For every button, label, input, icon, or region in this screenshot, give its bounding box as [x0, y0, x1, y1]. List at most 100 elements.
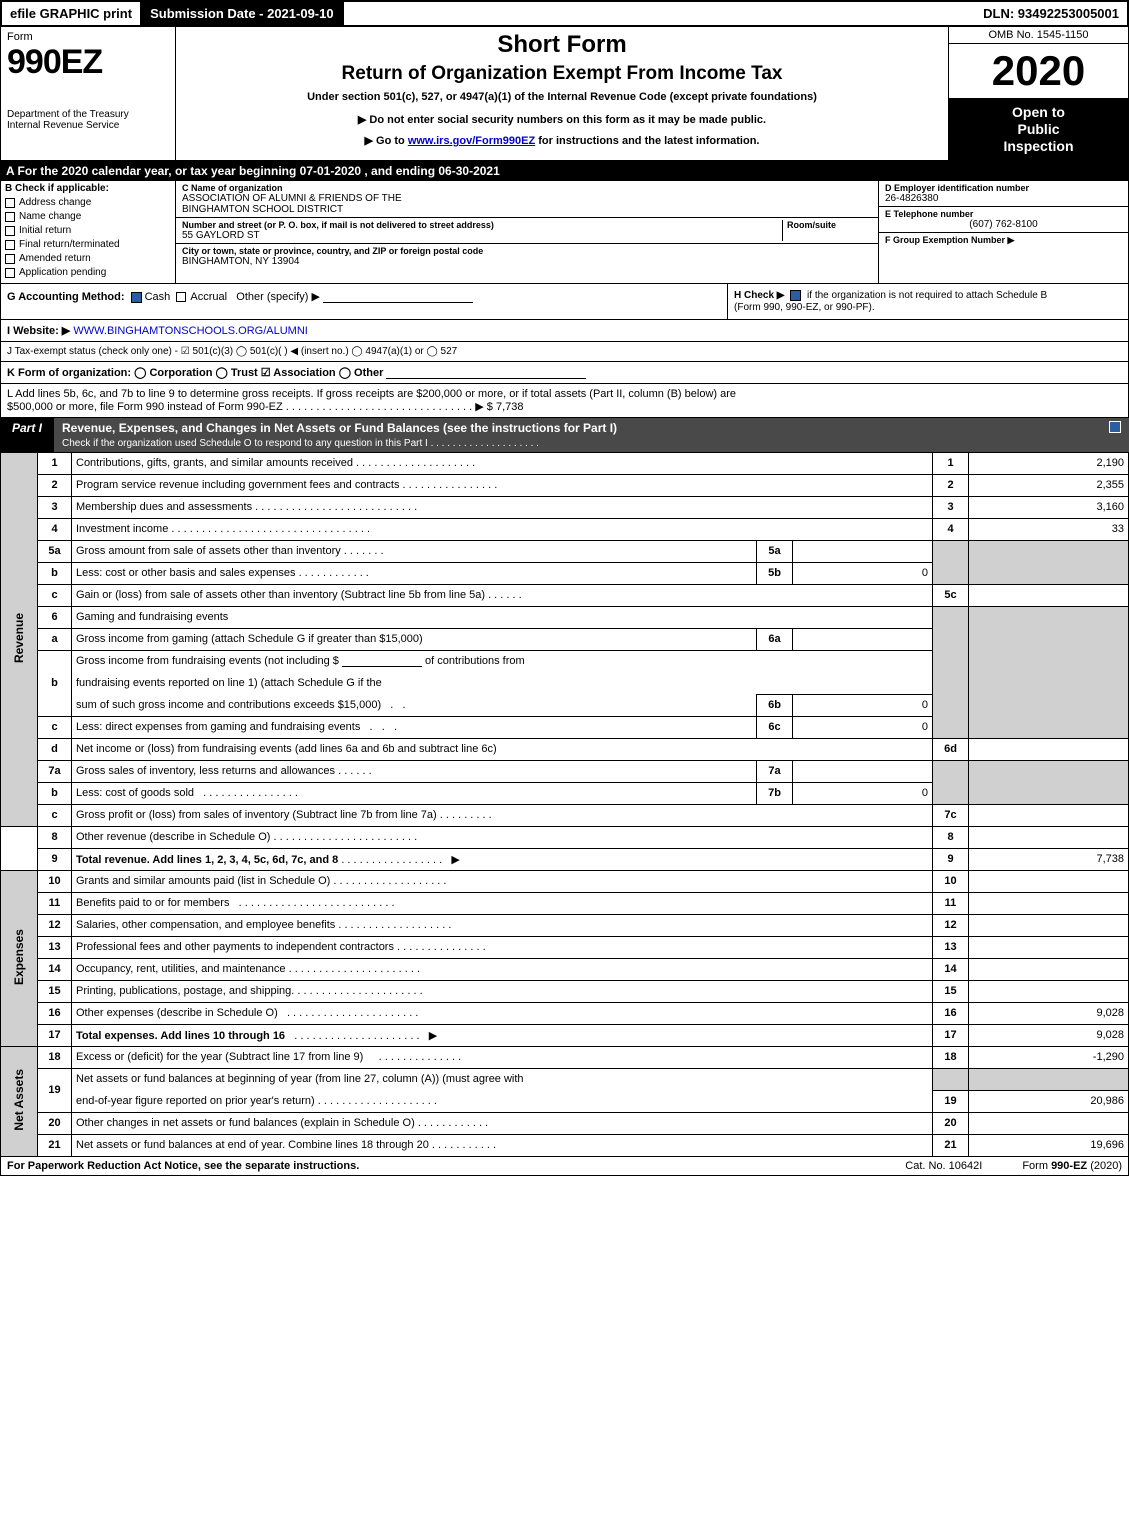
- tax-year: 2020: [949, 44, 1128, 98]
- table-row: 19 Net assets or fund balances at beginn…: [1, 1068, 1129, 1090]
- part-i-checkbox: [1101, 418, 1129, 452]
- net-assets-label: Net Assets: [1, 1046, 38, 1156]
- table-row: 5a Gross amount from sale of assets othe…: [1, 540, 1129, 562]
- checkbox-icon[interactable]: [5, 212, 15, 222]
- irs-link[interactable]: www.irs.gov/Form990EZ: [408, 135, 535, 147]
- checkbox-icon[interactable]: [5, 240, 15, 250]
- table-row: 15 Printing, publications, postage, and …: [1, 980, 1129, 1002]
- section-a-bar: A For the 2020 calendar year, or tax yea…: [0, 161, 1129, 181]
- page-footer: For Paperwork Reduction Act Notice, see …: [0, 1157, 1129, 1176]
- chk-initial-return: Initial return: [5, 225, 171, 236]
- dept-treasury: Department of the Treasury: [7, 109, 169, 120]
- form-ref: Form 990-EZ (2020): [1022, 1160, 1122, 1172]
- table-row: c Gain or (loss) from sale of assets oth…: [1, 584, 1129, 606]
- table-row: d Net income or (loss) from fundraising …: [1, 738, 1129, 760]
- table-row: c Gross profit or (loss) from sales of i…: [1, 804, 1129, 826]
- section-f: F Group Exemption Number ▶: [879, 233, 1128, 248]
- org-street-block: Number and street (or P. O. box, if mail…: [176, 218, 878, 244]
- chk-name-change: Name change: [5, 211, 171, 222]
- checkbox-icon[interactable]: [5, 268, 15, 278]
- table-row: 11 Benefits paid to or for members . . .…: [1, 892, 1129, 914]
- table-row: end-of-year figure reported on prior yea…: [1, 1090, 1129, 1112]
- cat-no: Cat. No. 10642I: [905, 1160, 982, 1172]
- checkbox-filled-icon[interactable]: [790, 290, 801, 301]
- no-ssn-warning: ▶ Do not enter social security numbers o…: [184, 113, 940, 126]
- table-row: 9 Total revenue. Add lines 1, 2, 3, 4, 5…: [1, 848, 1129, 870]
- section-b-title: B Check if applicable:: [5, 183, 171, 194]
- section-l: L Add lines 5b, 6c, and 7b to line 9 to …: [0, 384, 1129, 418]
- org-city-block: City or town, state or province, country…: [176, 244, 878, 269]
- header-left: Form 990EZ Department of the Treasury In…: [1, 27, 176, 160]
- telephone: (607) 762-8100: [885, 219, 1122, 230]
- section-def: D Employer identification number 26-4826…: [878, 181, 1128, 283]
- efile-label: efile GRAPHIC print: [2, 2, 140, 25]
- table-row: 14 Occupancy, rent, utilities, and maint…: [1, 958, 1129, 980]
- form-header: Form 990EZ Department of the Treasury In…: [0, 27, 1129, 161]
- section-e: E Telephone number (607) 762-8100: [879, 207, 1128, 233]
- table-row: 7a Gross sales of inventory, less return…: [1, 760, 1129, 782]
- website-link[interactable]: WWW.BINGHAMTONSCHOOLS.ORG/ALUMNI: [73, 325, 307, 337]
- section-g: G Accounting Method: Cash Accrual Other …: [1, 284, 728, 318]
- part-i-bar: Part I Revenue, Expenses, and Changes in…: [0, 418, 1129, 452]
- table-row: 16 Other expenses (describe in Schedule …: [1, 1002, 1129, 1024]
- top-bar: efile GRAPHIC print Submission Date - 20…: [0, 0, 1129, 27]
- submission-date: Submission Date - 2021-09-10: [140, 2, 344, 25]
- row-g-h: G Accounting Method: Cash Accrual Other …: [0, 284, 1129, 319]
- org-name-block: C Name of organization ASSOCIATION OF AL…: [176, 181, 878, 218]
- section-d: D Employer identification number 26-4826…: [879, 181, 1128, 207]
- section-c: C Name of organization ASSOCIATION OF AL…: [176, 181, 878, 283]
- form-word: Form: [7, 31, 169, 43]
- under-section: Under section 501(c), 527, or 4947(a)(1)…: [184, 91, 940, 103]
- table-row: 4 Investment income . . . . . . . . . . …: [1, 518, 1129, 540]
- checkbox-icon[interactable]: [5, 226, 15, 236]
- checkbox-icon[interactable]: [5, 254, 15, 264]
- goto-line: ▶ Go to www.irs.gov/Form990EZ for instru…: [184, 134, 940, 147]
- table-row: Net Assets 18 Excess or (deficit) for th…: [1, 1046, 1129, 1068]
- expenses-label: Expenses: [1, 870, 38, 1046]
- org-name-1: ASSOCIATION OF ALUMNI & FRIENDS OF THE: [182, 193, 872, 204]
- form-number: 990EZ: [7, 45, 169, 79]
- checkbox-filled-icon[interactable]: [131, 292, 142, 303]
- table-row: 20 Other changes in net assets or fund b…: [1, 1112, 1129, 1134]
- omb-number: OMB No. 1545-1150: [949, 27, 1128, 44]
- table-row: Revenue 1 Contributions, gifts, grants, …: [1, 452, 1129, 474]
- table-row: Expenses 10 Grants and similar amounts p…: [1, 870, 1129, 892]
- chk-application-pending: Application pending: [5, 267, 171, 278]
- org-name-2: BINGHAMTON SCHOOL DISTRICT: [182, 204, 872, 215]
- open-to-public: Open to Public Inspection: [949, 98, 1128, 160]
- chk-address-change: Address change: [5, 197, 171, 208]
- dept-irs: Internal Revenue Service: [7, 120, 169, 131]
- section-b: B Check if applicable: Address change Na…: [1, 181, 176, 283]
- chk-amended-return: Amended return: [5, 253, 171, 264]
- table-row: 2 Program service revenue including gove…: [1, 474, 1129, 496]
- chk-final-return: Final return/terminated: [5, 239, 171, 250]
- table-row: 12 Salaries, other compensation, and emp…: [1, 914, 1129, 936]
- other-specify-line: [323, 291, 473, 303]
- table-row: 13 Professional fees and other payments …: [1, 936, 1129, 958]
- section-j: J Tax-exempt status (check only one) - ☑…: [0, 342, 1129, 362]
- section-b-grid: B Check if applicable: Address change Na…: [0, 181, 1129, 284]
- part-i-title: Revenue, Expenses, and Changes in Net As…: [54, 418, 1101, 452]
- table-row: 21 Net assets or fund balances at end of…: [1, 1134, 1129, 1156]
- short-form-title: Short Form: [184, 31, 940, 59]
- section-k: K Form of organization: ◯ Corporation ◯ …: [0, 362, 1129, 384]
- org-street: 55 GAYLORD ST: [182, 230, 782, 241]
- checkbox-filled-icon[interactable]: [1109, 421, 1121, 433]
- table-row: 6 Gaming and fundraising events: [1, 606, 1129, 628]
- header-mid: Short Form Return of Organization Exempt…: [176, 27, 948, 160]
- checkbox-icon[interactable]: [5, 198, 15, 208]
- paperwork-notice: For Paperwork Reduction Act Notice, see …: [7, 1160, 865, 1172]
- ein: 26-4826380: [885, 193, 1122, 204]
- table-row: 17 Total expenses. Add lines 10 through …: [1, 1024, 1129, 1046]
- section-i: I Website: ▶ WWW.BINGHAMTONSCHOOLS.ORG/A…: [0, 320, 1129, 342]
- return-title: Return of Organization Exempt From Incom…: [184, 63, 940, 85]
- table-row: 3 Membership dues and assessments . . . …: [1, 496, 1129, 518]
- checkbox-icon[interactable]: [176, 292, 186, 302]
- table-row: 8 Other revenue (describe in Schedule O)…: [1, 826, 1129, 848]
- section-h: H Check ▶ if the organization is not req…: [728, 284, 1128, 318]
- form-table: Revenue 1 Contributions, gifts, grants, …: [0, 452, 1129, 1157]
- org-city: BINGHAMTON, NY 13904: [182, 256, 872, 267]
- part-i-tab: Part I: [0, 418, 54, 452]
- dln: DLN: 93492253005001: [975, 2, 1127, 25]
- revenue-label: Revenue: [1, 452, 38, 826]
